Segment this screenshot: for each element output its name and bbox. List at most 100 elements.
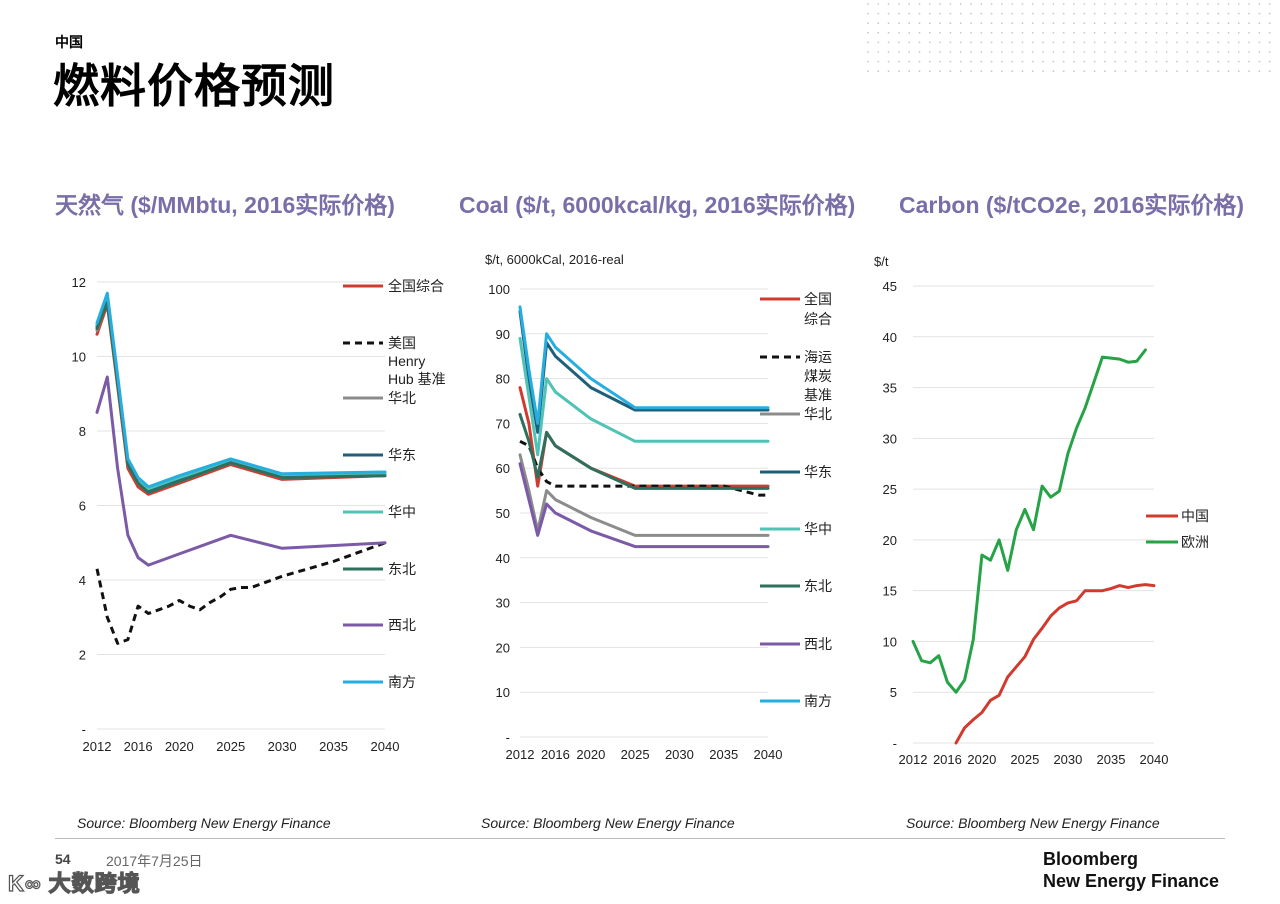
legend-label-东北: 东北: [804, 578, 832, 594]
grid-dot: [1093, 31, 1096, 34]
grid-dot: [990, 70, 993, 73]
grid-dot: [959, 41, 962, 44]
grid-dot: [1268, 3, 1271, 5]
grid-dot: [1268, 41, 1271, 44]
grid-dot: [1155, 31, 1158, 34]
x-tick-label: 2035: [319, 739, 348, 754]
grid-dot: [980, 22, 983, 25]
grid-dot: [1052, 60, 1055, 63]
y-tick-label: 40: [496, 551, 510, 566]
grid-dot: [918, 12, 921, 15]
grid-dot: [970, 3, 972, 5]
grid-dot: [898, 41, 900, 44]
grid-dot: [1268, 51, 1271, 53]
grid-dot: [939, 31, 941, 34]
grid-dot: [918, 51, 921, 53]
grid-dot: [1165, 12, 1168, 15]
x-tick-label: 2040: [1140, 752, 1169, 767]
y-tick-label: 90: [496, 327, 510, 342]
grid-dot: [1124, 60, 1127, 63]
grid-dot: [949, 3, 952, 5]
grid-dot: [990, 3, 993, 5]
series-line-华中: [95, 295, 387, 491]
grid-dot: [1021, 12, 1024, 15]
grid-dot: [1134, 41, 1137, 44]
grid-dot: [1001, 60, 1003, 63]
grid-dot: [898, 31, 900, 34]
series-line-全国综合: [518, 386, 770, 488]
grid-dot: [898, 12, 900, 15]
grid-dot: [1258, 22, 1261, 25]
grid-dot: [898, 70, 900, 73]
grid-dot: [1042, 70, 1044, 73]
y-tick-label: 45: [883, 279, 897, 294]
grid-dot: [1155, 41, 1158, 44]
grid-dot: [1196, 31, 1199, 34]
grid-dot: [1093, 60, 1096, 63]
grid-dot: [887, 31, 890, 34]
legend-label-华北: 华北: [388, 390, 416, 406]
grid-dot: [867, 3, 869, 5]
grid-dot: [1001, 31, 1003, 34]
x-tick-label: 2012: [899, 752, 928, 767]
y-tick-label: 5: [890, 685, 897, 700]
grid-dot: [918, 70, 921, 73]
grid-dot: [1062, 70, 1065, 73]
grid-dot: [970, 51, 972, 53]
grid-dot: [1124, 3, 1127, 5]
grid-dot: [1001, 41, 1003, 44]
grid-dot: [949, 12, 952, 15]
grid-dot: [1073, 60, 1075, 63]
grid-dot: [1134, 51, 1137, 53]
grid-dot: [980, 70, 983, 73]
grid-dot: [1134, 22, 1137, 25]
grid-dot: [1001, 3, 1003, 5]
grid-dot: [1176, 60, 1178, 63]
grid-dot: [970, 31, 972, 34]
grid-dot: [1021, 60, 1024, 63]
grid-dot: [1196, 3, 1199, 5]
grid-dot: [877, 60, 880, 63]
x-tick-label: 2020: [576, 747, 605, 762]
legend-label-华东: 华东: [388, 447, 416, 463]
grid-dot: [1083, 70, 1086, 73]
grid-dot: [1258, 12, 1261, 15]
grid-dot: [990, 41, 993, 44]
grid-dot: [928, 3, 931, 5]
grid-dot: [1042, 60, 1044, 63]
grid-dot: [939, 41, 941, 44]
grid-dot: [1114, 31, 1117, 34]
grid-dot: [1114, 3, 1117, 5]
grid-dot: [1217, 60, 1220, 63]
x-tick-label: 2025: [1010, 752, 1039, 767]
grid-dot: [1207, 22, 1209, 25]
grid-dot: [1134, 31, 1137, 34]
grid-dot: [1011, 3, 1014, 5]
grid-dot: [1001, 12, 1003, 15]
grid-dot: [1227, 12, 1230, 15]
x-tick-label: 2012: [83, 739, 112, 754]
grid-dot: [1186, 41, 1189, 44]
grid-dot: [970, 60, 972, 63]
grid-dot: [1124, 31, 1127, 34]
y-tick-label: 15: [883, 584, 897, 599]
grid-dot: [1155, 51, 1158, 53]
watermark-logo: K∞ 大数跨境: [7, 870, 141, 896]
grid-dot: [1104, 12, 1106, 15]
y-tick-label: 40: [883, 330, 897, 345]
grid-dot: [1207, 41, 1209, 44]
grid-dot: [939, 60, 941, 63]
grid-dot: [1042, 22, 1044, 25]
gas-chart-source: Source: Bloomberg New Energy Finance: [77, 815, 331, 831]
grid-dot: [1001, 51, 1003, 53]
y-tick-label: 100: [488, 282, 510, 297]
grid-dot: [1186, 12, 1189, 15]
grid-dot: [1217, 41, 1220, 44]
grid-dot: [877, 70, 880, 73]
x-tick-label: 2016: [124, 739, 153, 754]
grid-dot: [867, 51, 869, 53]
grid-dot: [1093, 3, 1096, 5]
grid-dot: [1176, 12, 1178, 15]
grid-dot: [1052, 12, 1055, 15]
